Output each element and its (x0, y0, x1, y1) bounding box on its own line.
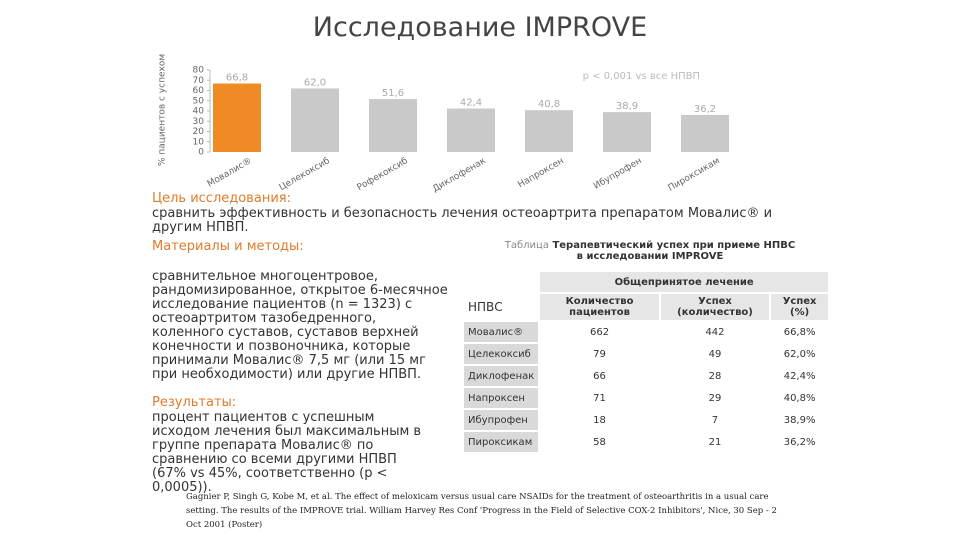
table-cell: 66 (538, 364, 661, 388)
table-cell: 58 (538, 430, 661, 454)
y-tick-label: 80 (193, 66, 205, 76)
section: Результаты: процент пациентов с успешным… (152, 396, 422, 495)
table-cell: 38,9% (769, 408, 830, 432)
table-row: Пироксикам 58 21 36,2% (461, 430, 830, 454)
section-heading: Материалы и методы: (152, 239, 304, 254)
value-label: 66,8 (226, 73, 248, 84)
table-cell: 29 (658, 386, 772, 410)
table-cell: Ибупрофен (461, 408, 541, 432)
group-header: Общепринятое лечение (538, 270, 830, 294)
x-tick-label: Напроксен (516, 156, 565, 190)
caption-text: Терапевтический успех при приеме НПВС в … (552, 240, 796, 262)
x-tick-label: Пироксикам (667, 156, 722, 194)
bar (369, 99, 417, 152)
x-tick-label: Целекоксиб (278, 156, 332, 193)
bar (603, 112, 651, 152)
table-cell: 662 (538, 320, 661, 344)
table-row: Мовалис® 662 442 66,8% (461, 320, 830, 344)
reference: Gagnier P, Singh G, Kobe M, et al. The e… (186, 492, 777, 530)
section: Цель исследования: сравнить эффективност… (152, 192, 822, 235)
bar (447, 108, 495, 152)
header-cell (461, 270, 541, 294)
header-row: НПВС Количество пациентов Успех (количеств… (461, 292, 830, 322)
chart: % пациентов с успехом p < 0,001 vs все Н… (158, 54, 729, 195)
value-label: 62,0 (304, 77, 326, 88)
table-row: Целекоксиб 79 49 62,0% (461, 342, 830, 366)
x-tick-label: Диклофенак (431, 156, 488, 195)
table-cell: Мовалис® (461, 320, 541, 344)
table-cell: 21 (658, 430, 772, 454)
table-cell: 42,4% (769, 364, 830, 388)
bar (291, 88, 339, 152)
section-text: процент пациентов с успешным исходом леч… (152, 410, 422, 495)
bar (525, 110, 573, 152)
section: Материалы и методы: сравнительное многоц… (152, 240, 452, 382)
y-tick-label: 40 (193, 107, 205, 117)
value-label: 36,2 (694, 104, 716, 115)
table-cell: 36,2% (769, 430, 830, 454)
y-tick-label: 20 (193, 127, 205, 137)
value-label: 40,8 (538, 99, 560, 110)
value-label: 42,4 (460, 98, 482, 109)
table-cell: 62,0% (769, 342, 830, 366)
bar (681, 114, 729, 152)
table-cell: Диклофенак (461, 364, 541, 388)
y-tick-label: 0 (198, 148, 204, 158)
y-tick-label: 60 (193, 86, 205, 96)
y-tick-label: 10 (193, 137, 205, 147)
section-heading: Цель исследования: (152, 191, 291, 206)
table-cell: 18 (538, 408, 661, 432)
x-tick-label: Мовалис® (206, 156, 254, 189)
value-label: 38,9 (616, 101, 638, 112)
y-tick-label: 70 (193, 76, 205, 86)
slide-title: Исследование IMPROVE (312, 12, 648, 43)
table-cell: 49 (658, 342, 772, 366)
table-cell: 28 (658, 364, 772, 388)
table-cell: Пироксикам (461, 430, 541, 454)
value-label: 51,6 (382, 88, 404, 99)
table-cell: 66,8% (769, 320, 830, 344)
caption-label: Таблица (504, 240, 549, 251)
table-cell: 71 (538, 386, 661, 410)
header-cell: Количество пациентов (538, 292, 661, 322)
y-axis-label: % пациентов с успехом (158, 54, 168, 166)
table-cell: 7 (658, 408, 772, 432)
header-cell: Успех (количество) (658, 292, 772, 322)
table-cell: 79 (538, 342, 661, 366)
table-row: Напроксен 71 29 40,8% (461, 386, 830, 410)
x-tick-label: Рофекоксиб (355, 156, 410, 193)
table-row: Диклофенак 66 28 42,4% (461, 364, 830, 388)
bar (213, 83, 261, 152)
table: Общепринятое лечение НПВС Количество пацие… (461, 270, 830, 454)
header-row: Общепринятое лечение (461, 270, 830, 294)
table-row: Ибупрофен 18 7 38,9% (461, 408, 830, 432)
table-cell: Напроксен (461, 386, 541, 410)
table-cell: Целекоксиб (461, 342, 541, 366)
header-cell: Успех (%) (769, 292, 830, 322)
table-cell: 40,8% (769, 386, 830, 410)
table-caption: Таблица Терапевтический успех при приеме… (500, 240, 800, 262)
y-tick-label: 30 (193, 117, 205, 127)
section-heading: Результаты: (152, 395, 237, 410)
y-tick-label: 50 (193, 96, 205, 106)
section-text: сравнительное многоцентровое, рандомизир… (152, 269, 448, 382)
table-cell: 442 (658, 320, 772, 344)
x-tick-label: Ибупрофен (592, 156, 644, 192)
section-text: сравнить эффективность и безопасность ле… (152, 206, 773, 235)
annotation: p < 0,001 vs все НПВП (583, 71, 700, 82)
header-cell: НПВС (461, 292, 541, 322)
